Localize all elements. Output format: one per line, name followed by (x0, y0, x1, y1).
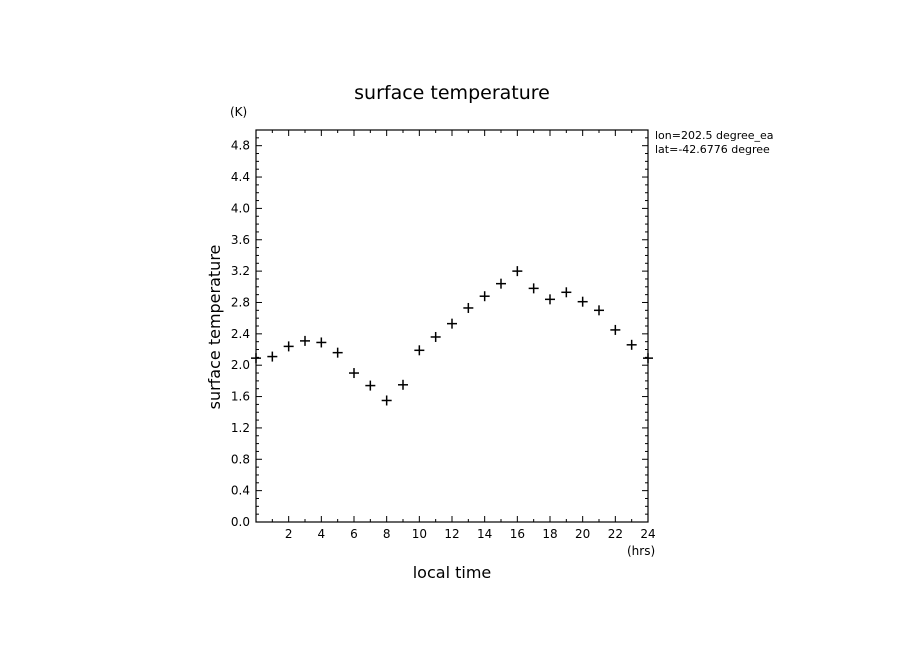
data-point (332, 347, 343, 358)
data-point (594, 305, 604, 316)
y-tick-label: 2.8 (231, 295, 250, 309)
x-tick-label: 22 (608, 527, 623, 541)
y-tick-label: 4.0 (231, 201, 250, 215)
y-tick-label: 4.8 (231, 139, 250, 153)
data-point (283, 341, 294, 352)
data-point (496, 278, 506, 289)
y-tick-label: 2.0 (231, 358, 250, 372)
y-tick-label: 0.4 (231, 484, 250, 498)
x-tick-label: 14 (477, 527, 492, 541)
x-tick-label: 8 (383, 527, 391, 541)
data-point (267, 351, 278, 362)
x-unit-label: (hrs) (627, 544, 655, 558)
y-tick-label: 2.4 (231, 327, 250, 341)
data-point (463, 302, 474, 313)
chart-title: surface temperature (354, 82, 550, 104)
y-tick-label: 3.6 (231, 233, 250, 247)
y-tick-label: 3.2 (231, 264, 250, 278)
y-tick-label: 4.4 (231, 170, 250, 184)
data-point (545, 294, 555, 305)
data-point (447, 318, 457, 329)
x-tick-label: 24 (640, 527, 655, 541)
data-point (479, 291, 490, 302)
data-point (512, 266, 523, 277)
x-tick-label: 6 (350, 527, 358, 541)
x-tick-label: 18 (542, 527, 557, 541)
y-tick-label: 1.6 (231, 390, 250, 404)
x-tick-label: 16 (510, 527, 525, 541)
data-point (398, 379, 408, 390)
y-tick-label: 0.0 (231, 515, 250, 529)
x-tick-label: 20 (575, 527, 590, 541)
data-point (561, 287, 572, 298)
data-point (643, 353, 653, 364)
data-point (381, 395, 392, 406)
y-axis-ticks: 0.0 0.4 0.8 1.2 1.6 2.0 2.4 2.8 3.2 3.6 4.0 4.4 4.8 (231, 137, 648, 529)
longitude-annotation: lon=202.5 degree_ea (655, 129, 774, 142)
y-tick-label: 0.8 (231, 452, 250, 466)
data-markers (251, 266, 653, 406)
y-axis-label: surface temperature (205, 245, 224, 410)
x-tick-label: 12 (444, 527, 459, 541)
latitude-annotation: lat=-42.6776 degree (655, 143, 770, 156)
x-tick-label: 10 (412, 527, 427, 541)
data-point (610, 324, 621, 335)
data-point (251, 353, 261, 364)
y-tick-label: 1.2 (231, 421, 250, 435)
data-point (316, 337, 327, 348)
x-axis-label: local time (413, 563, 492, 582)
data-point (414, 345, 425, 356)
data-point (349, 368, 359, 379)
data-point (528, 283, 539, 294)
y-unit-label: (K) (230, 105, 247, 119)
x-tick-label: 2 (285, 527, 293, 541)
data-point (626, 339, 637, 350)
data-point (300, 335, 310, 346)
data-point (365, 380, 376, 391)
data-point (577, 296, 588, 307)
x-axis-ticks: 2 4 6 8 10 12 14 16 18 20 22 24 (271, 130, 656, 541)
data-point (430, 331, 441, 342)
x-tick-label: 4 (318, 527, 326, 541)
